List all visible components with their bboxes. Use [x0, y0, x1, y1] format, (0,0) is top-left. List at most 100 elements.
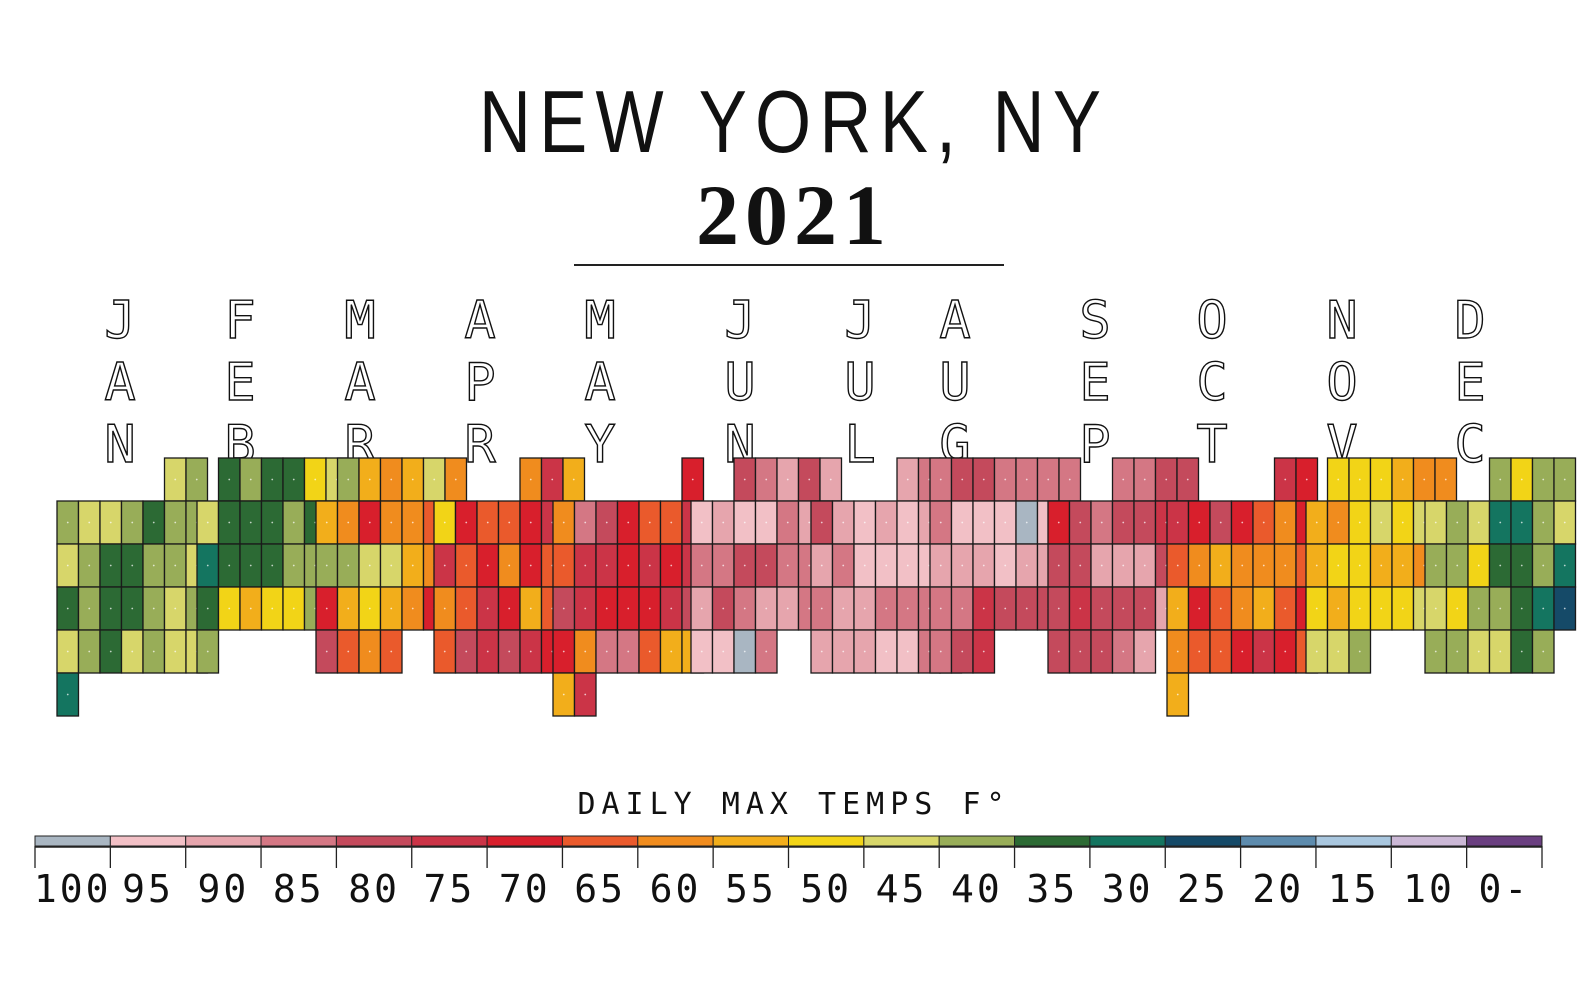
stitch-dot [411, 521, 414, 524]
stitch-dot [1315, 607, 1318, 610]
stitch-dot [411, 478, 414, 481]
stitch-dot [961, 650, 964, 653]
stitch-dot [863, 650, 866, 653]
stitch-dot [152, 607, 155, 610]
stitch-dot [292, 478, 295, 481]
legend-swatch [712, 835, 790, 847]
stitch-dot [508, 521, 511, 524]
stitch-dot [605, 607, 608, 610]
stitch-dot [1219, 521, 1222, 524]
stitch-dot [670, 650, 673, 653]
stitch-dot [486, 564, 489, 567]
stitch-dot [314, 478, 317, 481]
stitch-dot [465, 521, 468, 524]
stitch-dot [529, 650, 532, 653]
stitch-dot [562, 693, 565, 696]
stitch-dot [584, 650, 587, 653]
stitch-dot [1520, 607, 1523, 610]
stitch-dot [529, 521, 532, 524]
stitch-dot [808, 478, 811, 481]
month-letter: M [584, 291, 615, 351]
stitch-dot [765, 478, 768, 481]
stitch-dot [271, 607, 274, 610]
stitch-dot [325, 607, 328, 610]
legend-swatch [637, 835, 714, 847]
month-letter: O [1196, 291, 1227, 351]
stitch-dot [88, 650, 91, 653]
stitch-dot [486, 521, 489, 524]
legend-tick-label: 20 [1252, 867, 1304, 911]
stitch-dot [1143, 564, 1146, 567]
stitch-dot [206, 650, 209, 653]
stitch-dot [1456, 607, 1459, 610]
stitch-dot [1315, 564, 1318, 567]
stitch-dot [1456, 564, 1459, 567]
stitch-dot [906, 521, 909, 524]
month-letter: A [939, 291, 970, 351]
stitch-dot [627, 607, 630, 610]
stitch-dot [562, 521, 565, 524]
stitch-dot [1284, 650, 1287, 653]
stitch-dot [152, 564, 155, 567]
stitch-dot [939, 650, 942, 653]
legend-swatch [561, 835, 639, 847]
stitch-dot [1477, 607, 1480, 610]
stitch-dot [551, 478, 554, 481]
stitch-dot [486, 607, 489, 610]
stitch-dot [1057, 564, 1060, 567]
stitch-dot [228, 521, 231, 524]
legend-tick-label: 65 [574, 867, 626, 911]
month-grid [1424, 457, 1577, 674]
legend-tick-label: 30 [1102, 867, 1154, 911]
stitch-dot [1004, 607, 1007, 610]
stitch-dot [465, 650, 468, 653]
stitch-dot [1401, 564, 1404, 567]
stitch-dot [820, 650, 823, 653]
month-letter: J [104, 291, 135, 351]
month-letter: A [464, 291, 495, 351]
stitch-dot [249, 564, 252, 567]
stitch-dot [131, 564, 134, 567]
stitch-dot [648, 521, 651, 524]
stitch-dot [1025, 607, 1028, 610]
stitch-dot [1358, 607, 1361, 610]
stitch-dot [961, 564, 964, 567]
stitch-dot [765, 564, 768, 567]
legend-tick-label: 85 [273, 867, 325, 911]
stitch-dot [786, 564, 789, 567]
stitch-dot [885, 521, 888, 524]
stitch-dot [820, 521, 823, 524]
stitch-dot [1337, 564, 1340, 567]
month-letter: L [844, 415, 875, 475]
legend-tick-label: 70 [499, 867, 551, 911]
stitch-dot [66, 564, 69, 567]
stitch-dot [648, 650, 651, 653]
stitch-dot [1122, 478, 1125, 481]
stitch-dot [885, 650, 888, 653]
stitch-dot [1358, 521, 1361, 524]
stitch-dot [700, 564, 703, 567]
stitch-dot [982, 650, 985, 653]
stitch-dot [1025, 564, 1028, 567]
month-letter: A [104, 353, 135, 413]
stitch-dot [1423, 478, 1426, 481]
legend-tick-label: 95 [122, 867, 174, 911]
stitch-dot [808, 607, 811, 610]
stitch-dot [1358, 564, 1361, 567]
stitch-dot [1380, 564, 1383, 567]
stitch-dot [906, 607, 909, 610]
stitch-dot [939, 521, 942, 524]
stitch-dot [722, 607, 725, 610]
stitch-dot [562, 650, 565, 653]
stitch-dot [863, 521, 866, 524]
legend-tick-label: 25 [1177, 867, 1229, 911]
stitch-dot [249, 478, 252, 481]
month-letter: E [1079, 353, 1110, 413]
month-letter: O [1326, 353, 1357, 413]
legend-swatch [1390, 835, 1468, 847]
stitch-dot [1176, 693, 1179, 696]
stitch-dot [1100, 650, 1103, 653]
stitch-dot [1542, 478, 1545, 481]
stitch-dot [152, 650, 155, 653]
